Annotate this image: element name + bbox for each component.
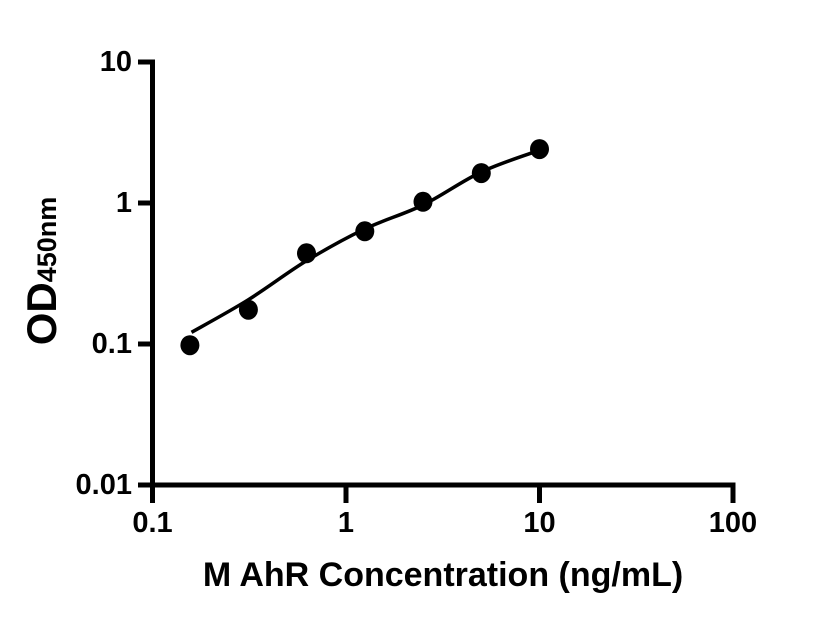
x-tick-label: 0.1: [132, 507, 173, 539]
data-point: [238, 299, 258, 320]
data-point: [471, 163, 491, 184]
x-tick-label: 10: [523, 507, 556, 539]
x-tick-label: 100: [708, 507, 758, 539]
data-point: [530, 139, 549, 160]
x-axis-title: M AhR Concentration (ng/mL): [202, 556, 684, 594]
data-point: [413, 191, 433, 212]
y-axis-title: OD450nm: [18, 197, 65, 346]
y-tick-label: 0.1: [91, 328, 132, 360]
y-tick-label: 1: [115, 187, 132, 219]
data-point: [180, 335, 200, 356]
data-point: [297, 243, 316, 264]
x-tick-label: 1: [337, 507, 355, 539]
y-tick-label: 0.01: [75, 469, 132, 501]
data-point: [355, 221, 375, 242]
y-tick-label: 10: [99, 46, 132, 78]
